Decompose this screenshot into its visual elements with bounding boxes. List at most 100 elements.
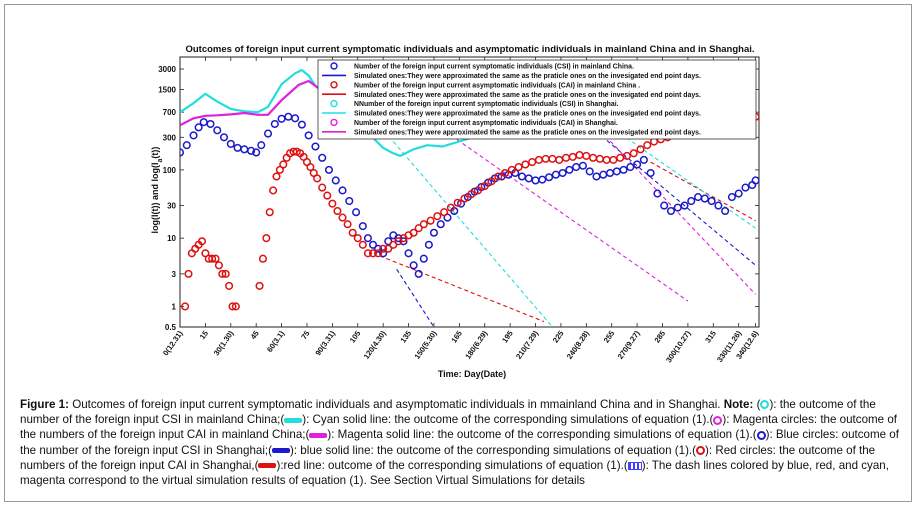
data-point <box>616 153 625 162</box>
data-point <box>363 234 372 243</box>
data-point <box>626 163 635 172</box>
blue-circle-icon <box>756 430 766 440</box>
data-point <box>343 220 352 229</box>
data-point <box>226 139 235 148</box>
y-tick-label: 0.5 <box>165 323 177 332</box>
virtual-simulation-line <box>569 108 756 266</box>
data-point <box>399 237 408 246</box>
data-point <box>521 160 530 169</box>
data-point <box>433 212 442 221</box>
data-point <box>507 165 516 174</box>
x-tick-label: 270(9.27) <box>616 329 642 361</box>
data-point <box>545 173 554 182</box>
x-tick-label: 90(3.31) <box>313 329 337 358</box>
data-point <box>258 254 268 263</box>
legend-entry: Number of the foreign input current asym… <box>354 82 640 89</box>
data-point <box>619 165 628 174</box>
data-point <box>414 224 423 233</box>
legend-entry: Simulated ones:They were approximated th… <box>354 73 701 80</box>
virtual-simulation-line <box>392 141 553 327</box>
caption-text-11: ): The dash lines colored by blue, red, … <box>20 458 889 488</box>
data-point <box>643 141 652 150</box>
x-tick-label: 165 <box>449 328 464 344</box>
data-point <box>501 168 510 178</box>
x-tick-label: 315 <box>703 328 718 344</box>
data-point <box>714 201 723 210</box>
data-point <box>384 244 393 253</box>
data-point <box>687 196 696 206</box>
data-point <box>208 254 217 263</box>
data-point <box>480 181 489 191</box>
data-point <box>419 254 428 263</box>
data-point <box>228 302 237 311</box>
data-point <box>279 160 288 169</box>
data-point <box>528 158 537 167</box>
data-point <box>297 120 306 129</box>
caption-text-1: Outcomes of foreign input current sympto… <box>68 398 724 411</box>
data-point <box>265 208 274 217</box>
data-point <box>473 186 483 195</box>
cyan-line-icon <box>284 417 303 423</box>
data-point <box>225 281 234 290</box>
x-tick-label: 60(3.1) <box>265 329 286 354</box>
x-tick-label: 45 <box>249 328 262 341</box>
data-point <box>707 196 716 206</box>
data-point <box>291 114 300 123</box>
x-tick-label: 210(7.29) <box>514 329 540 361</box>
data-point <box>272 172 281 181</box>
data-point <box>524 174 533 183</box>
data-point <box>194 123 203 132</box>
y-tick-label: 100 <box>163 166 177 175</box>
x-tick-label: 105 <box>348 328 363 344</box>
data-point <box>575 150 584 160</box>
virtual-simulation-line <box>379 255 545 323</box>
data-point <box>211 254 220 263</box>
data-point <box>345 196 354 206</box>
data-point <box>700 194 709 203</box>
data-point <box>487 177 496 186</box>
data-point <box>374 249 383 258</box>
y-tick-label: 30 <box>167 202 176 211</box>
data-point <box>568 152 577 161</box>
x-tick-label: 255 <box>602 328 617 344</box>
data-point <box>187 249 196 258</box>
legend-marker <box>330 99 338 108</box>
data-point <box>338 186 347 195</box>
data-point <box>548 154 557 163</box>
x-axis-label: Time: Day(Date) <box>438 369 506 379</box>
data-point <box>233 143 242 152</box>
data-point <box>494 172 503 181</box>
data-point <box>653 189 662 198</box>
data-point <box>734 189 743 198</box>
data-point <box>460 194 469 203</box>
data-point <box>633 160 642 169</box>
data-point <box>368 240 378 249</box>
data-point <box>589 153 598 162</box>
blue-line-icon <box>272 448 290 454</box>
data-point <box>219 133 229 142</box>
data-point <box>323 191 332 200</box>
x-tick-label: 135 <box>399 328 414 344</box>
data-point <box>605 168 615 178</box>
data-point <box>252 148 261 157</box>
data-point <box>440 208 449 217</box>
data-point <box>313 174 322 183</box>
caption-text-2: ( <box>753 398 761 411</box>
figure-caption: Figure 1: Outcomes of foreign input curr… <box>20 397 900 488</box>
caption-text-10: ):red line: outcome of the corresponding… <box>276 458 628 472</box>
virtual-simulation-line <box>585 115 756 295</box>
legend-entry: Simulated ones:They were approximated th… <box>354 111 701 118</box>
data-point <box>595 154 604 163</box>
data-point <box>748 180 757 190</box>
x-tick-label: 285 <box>652 328 667 344</box>
data-point <box>551 170 560 179</box>
data-point <box>304 131 313 140</box>
data-point <box>609 155 618 164</box>
data-point <box>331 176 340 185</box>
data-point <box>446 203 455 212</box>
data-point <box>592 172 601 181</box>
caption-text-6: ): Magenta solid line: the outcome of th… <box>327 428 757 442</box>
legend-marker <box>330 62 338 70</box>
axes-box <box>179 56 760 328</box>
y-tick-label: 1 <box>172 302 177 311</box>
